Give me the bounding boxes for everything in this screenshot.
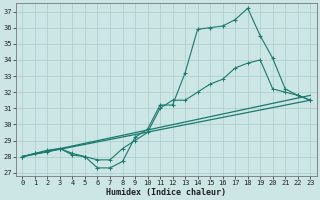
X-axis label: Humidex (Indice chaleur): Humidex (Indice chaleur) bbox=[106, 188, 226, 197]
